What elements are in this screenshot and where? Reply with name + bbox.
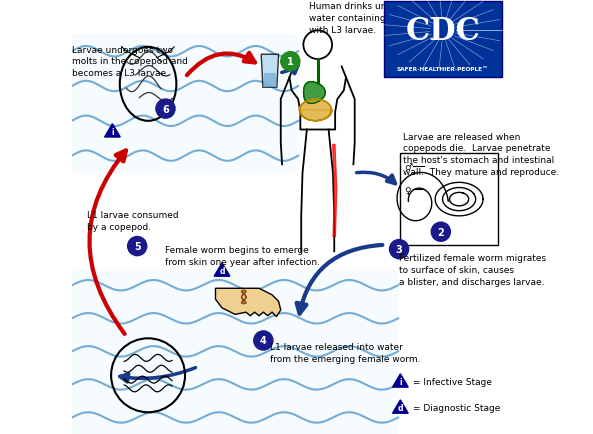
Polygon shape — [215, 289, 280, 317]
Text: SAFER·HEALTHIER·PEOPLE™: SAFER·HEALTHIER·PEOPLE™ — [397, 66, 489, 72]
Polygon shape — [261, 55, 279, 88]
Text: L1 larvae consumed
by a copepod.: L1 larvae consumed by a copepod. — [87, 210, 179, 231]
Circle shape — [156, 100, 175, 119]
Text: d: d — [398, 403, 403, 412]
Text: Larvae are released when
copepods die.  Larvae penetrate
the host's stomach and : Larvae are released when copepods die. L… — [403, 132, 560, 177]
Text: i: i — [399, 377, 401, 386]
Text: ♀: ♀ — [405, 186, 412, 195]
Polygon shape — [214, 263, 230, 276]
Polygon shape — [393, 400, 408, 413]
FancyBboxPatch shape — [400, 154, 498, 245]
Circle shape — [390, 240, 409, 259]
Text: 3: 3 — [396, 245, 403, 254]
Polygon shape — [104, 125, 120, 138]
Text: CDC: CDC — [406, 16, 480, 46]
Text: L1 larvae released into water
from the emerging female worm.: L1 larvae released into water from the e… — [270, 342, 420, 363]
Text: i: i — [111, 127, 114, 136]
Polygon shape — [393, 374, 408, 387]
Polygon shape — [299, 100, 332, 122]
Text: Fertilized female worm migrates
to surface of skin, causes
a blister, and discha: Fertilized female worm migrates to surfa… — [399, 254, 546, 286]
Text: = Infective Stage: = Infective Stage — [413, 378, 492, 386]
Text: Female worm begins to emerge
from skin one year after infection.: Female worm begins to emerge from skin o… — [165, 245, 320, 266]
Text: Larvae undergoes two
molts in the copepod and
becomes a L3 larvae.: Larvae undergoes two molts in the copepo… — [72, 46, 188, 78]
Polygon shape — [263, 74, 277, 88]
Circle shape — [254, 331, 273, 350]
Text: 5: 5 — [134, 242, 141, 251]
Text: 6: 6 — [162, 105, 169, 114]
Text: 4: 4 — [260, 336, 267, 345]
Text: d: d — [219, 266, 225, 275]
Circle shape — [280, 53, 300, 72]
Text: Human drinks unfiltered
water containing copepods
with L3 larvae.: Human drinks unfiltered water containing… — [309, 2, 432, 35]
Circle shape — [431, 223, 451, 242]
Circle shape — [127, 237, 147, 256]
FancyBboxPatch shape — [384, 2, 502, 78]
Text: 2: 2 — [438, 227, 444, 237]
Text: ♂: ♂ — [405, 162, 413, 171]
Polygon shape — [304, 82, 326, 104]
Text: = Diagnostic Stage: = Diagnostic Stage — [413, 404, 500, 412]
Text: 1: 1 — [287, 57, 294, 67]
